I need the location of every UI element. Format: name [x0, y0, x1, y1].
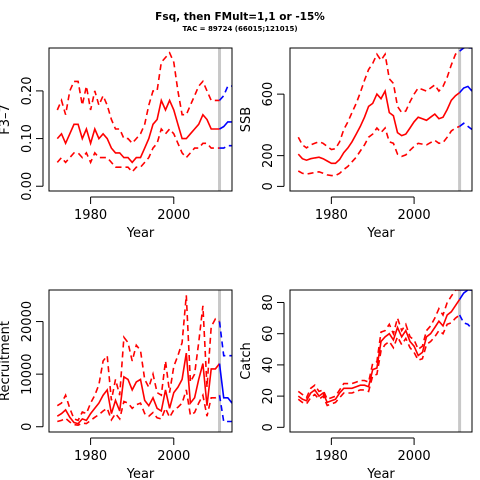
y-tick-label: 0	[261, 423, 276, 431]
y-tick-label: 0	[20, 423, 35, 431]
panel-fbar: 1980 2000 0.00 0.10 0.20 Year F̄3–7	[0, 47, 233, 241]
projection-upper-line	[218, 321, 232, 357]
y-axis-label: Recruitment	[0, 321, 13, 401]
projection-median-line	[218, 363, 232, 404]
projection-lower-line	[459, 122, 472, 131]
y-axis-label: Catch	[239, 342, 254, 380]
x-tick-label: 2000	[157, 449, 190, 464]
figure-title: Fsq, then FMult=1,1 or -15%	[155, 11, 325, 23]
y-tick-label: 80	[261, 294, 276, 311]
historical-median-line	[297, 298, 461, 404]
projection-upper-line	[459, 48, 472, 52]
y-tick-label: 0.00	[20, 172, 35, 201]
plot-frame	[289, 47, 473, 192]
historical-median-line	[56, 97, 220, 164]
projection-upper-line	[218, 85, 232, 101]
x-tick-label: 2000	[398, 449, 431, 464]
x-tick-label: 1980	[315, 449, 348, 464]
figure-subtitle: TAC = 89724 (66015;121015)	[182, 25, 297, 33]
y-tick-label: 200	[261, 143, 276, 168]
projection-lower-line	[218, 395, 232, 423]
panel-catch: 1980 2000 0 20 40 60 80 Year Catch	[239, 289, 473, 480]
historical-upper-line	[297, 290, 460, 401]
y-tick-label: 0.10	[20, 124, 35, 153]
historical-median-line	[297, 88, 461, 165]
y-axis-label: F̄3–7	[0, 104, 13, 135]
projection-median-line	[459, 85, 472, 94]
panel-ssb: 1980 2000 0 200 600 Year SSB	[239, 47, 473, 241]
x-tick-label: 1980	[74, 449, 107, 464]
y-tick-label: 40	[261, 357, 276, 374]
y-tick-label: 60	[261, 325, 276, 342]
historical-upper-line	[56, 295, 220, 422]
y-tick-label: 0	[261, 182, 276, 190]
x-axis-label: Year	[366, 467, 395, 480]
y-tick-label: 20	[261, 388, 276, 405]
x-tick-label: 1980	[74, 208, 107, 223]
x-tick-label: 2000	[398, 208, 431, 223]
historical-upper-line	[56, 51, 220, 145]
x-tick-label: 1980	[315, 208, 348, 223]
plot-frame	[289, 289, 473, 433]
x-axis-label: Year	[366, 226, 395, 241]
y-tick-label: 10000	[20, 353, 35, 394]
historical-lower-line	[297, 125, 460, 177]
y-tick-label: 0.20	[20, 76, 35, 105]
projection-lower-line	[458, 314, 472, 330]
y-tick-label: 20000	[20, 301, 35, 342]
historical-upper-line	[297, 50, 461, 151]
projection-median-line	[219, 121, 232, 130]
y-tick-label: 600	[261, 82, 276, 107]
historical-lower-line	[57, 389, 220, 427]
projection-median-line	[458, 290, 472, 300]
plot-frame	[48, 47, 233, 192]
y-axis-label: SSB	[239, 107, 254, 132]
historical-lower-line	[297, 314, 461, 407]
x-axis-label: Year	[126, 467, 155, 480]
plot-frame	[48, 289, 233, 433]
x-tick-label: 2000	[157, 208, 190, 223]
historical-median-line	[56, 352, 221, 425]
x-axis-label: Year	[126, 226, 155, 241]
projection-lower-line	[219, 144, 232, 149]
